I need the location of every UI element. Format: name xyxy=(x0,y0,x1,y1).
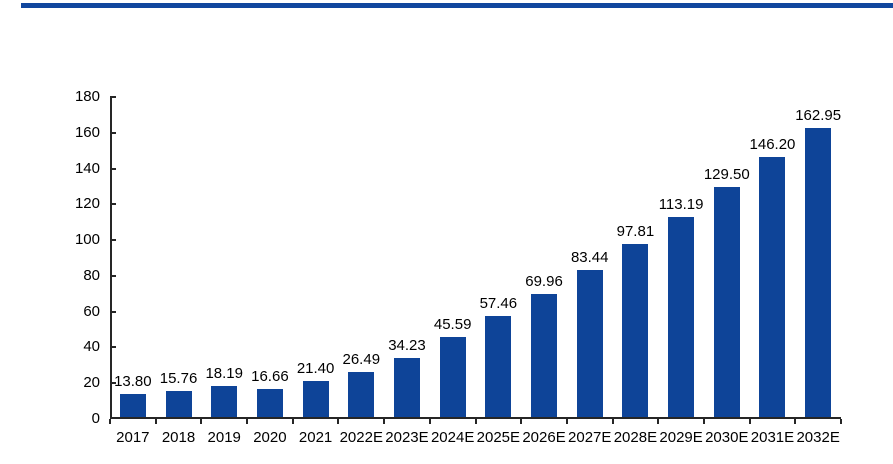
y-axis-tick-label: 160 xyxy=(74,123,100,141)
x-axis-tick-label: 2032E xyxy=(796,429,840,446)
bar-value-label: 26.49 xyxy=(342,350,381,368)
bar xyxy=(119,394,146,417)
y-axis-tick xyxy=(110,346,116,349)
x-axis-tick-label: 2027E xyxy=(568,429,612,446)
bar-value-label: 57.46 xyxy=(479,295,518,313)
top-accent-rule xyxy=(21,3,893,8)
bar xyxy=(805,127,832,417)
bar-value-label: 45.59 xyxy=(433,316,472,334)
x-axis-tick xyxy=(611,419,614,424)
bar-value-label: 146.20 xyxy=(749,136,796,154)
x-axis-tick xyxy=(246,419,249,424)
bar xyxy=(713,187,740,417)
x-axis-tick-label: 2017 xyxy=(116,429,150,446)
bar-value-label: 13.80 xyxy=(114,373,152,391)
x-axis-tick xyxy=(154,419,157,424)
bar-value-label: 15.76 xyxy=(159,369,198,387)
x-axis-tick-label: 2019 xyxy=(207,429,241,446)
x-axis-tick-label: 2020 xyxy=(253,429,287,446)
x-axis-tick xyxy=(474,419,477,424)
x-axis-tick-label: 2021 xyxy=(298,429,333,446)
bar-value-label: 129.50 xyxy=(703,166,750,184)
x-axis-tick xyxy=(337,419,340,424)
bar-value-label: 162.95 xyxy=(795,106,842,124)
y-axis-tick xyxy=(110,167,116,170)
y-axis-tick-label: 140 xyxy=(74,159,100,177)
x-axis-tick xyxy=(109,419,111,424)
bar xyxy=(576,269,603,417)
x-axis-tick-label: 2018 xyxy=(161,429,196,446)
x-axis-tick xyxy=(520,419,523,424)
bar xyxy=(531,293,558,417)
x-axis-tick xyxy=(200,419,203,424)
y-axis-tick xyxy=(110,310,116,313)
bar xyxy=(485,316,512,417)
bar-value-label: 97.81 xyxy=(616,223,655,241)
bar-value-label: 34.23 xyxy=(388,336,426,354)
bar-value-label: 21.40 xyxy=(296,359,335,377)
bar xyxy=(668,216,695,417)
y-axis-tick xyxy=(110,239,116,242)
y-axis-tick-label: 80 xyxy=(83,266,100,284)
bar xyxy=(393,357,420,417)
x-axis-tick-label: 2030E xyxy=(705,429,749,446)
x-axis-tick xyxy=(565,419,568,424)
bar xyxy=(211,386,238,417)
x-axis-tick-label: 2029E xyxy=(659,429,703,446)
x-axis-tick-label: 2031E xyxy=(750,429,795,446)
x-axis-tick xyxy=(840,419,842,424)
bar xyxy=(759,157,786,417)
x-axis-tick xyxy=(428,419,431,424)
plot-area xyxy=(110,97,841,419)
y-axis-tick-label: 60 xyxy=(83,302,100,320)
y-axis-tick-label: 180 xyxy=(74,88,100,105)
bar-value-label: 69.96 xyxy=(525,272,563,290)
x-axis-tick-label: 2024E xyxy=(430,429,475,446)
y-axis-tick-label: 40 xyxy=(83,338,100,356)
x-axis-tick-label: 2022E xyxy=(339,429,383,446)
bar xyxy=(348,371,375,417)
y-axis-tick xyxy=(110,382,116,385)
y-axis-tick xyxy=(110,203,116,206)
y-axis-tick-label: 0 xyxy=(91,410,100,427)
bar-value-label: 18.19 xyxy=(205,365,243,383)
bar xyxy=(439,337,466,417)
x-axis-tick xyxy=(702,419,705,424)
x-axis-tick-label: 2025E xyxy=(476,429,521,446)
x-axis-tick-label: 2028E xyxy=(613,429,658,446)
bar xyxy=(622,244,649,417)
y-axis-tick xyxy=(110,96,116,98)
x-axis-tick xyxy=(794,419,797,424)
x-axis-tick-label: 2026E xyxy=(522,429,566,446)
x-axis-tick-label: 2023E xyxy=(385,429,429,446)
y-axis-tick-label: 120 xyxy=(74,195,100,213)
bar xyxy=(256,389,283,417)
x-axis-tick xyxy=(748,419,751,424)
y-axis-tick-label: 20 xyxy=(83,374,100,392)
x-axis-tick xyxy=(291,419,294,424)
y-axis-tick-label: 100 xyxy=(74,231,100,249)
bar-value-label: 83.44 xyxy=(570,248,609,266)
x-axis-tick xyxy=(383,419,386,424)
bar-value-label: 113.19 xyxy=(658,195,704,213)
x-axis-tick xyxy=(657,419,660,424)
y-axis-tick xyxy=(110,274,116,277)
bar xyxy=(302,380,329,417)
bar-value-label: 16.66 xyxy=(251,368,289,386)
bar xyxy=(165,390,192,417)
y-axis-tick xyxy=(110,131,116,134)
